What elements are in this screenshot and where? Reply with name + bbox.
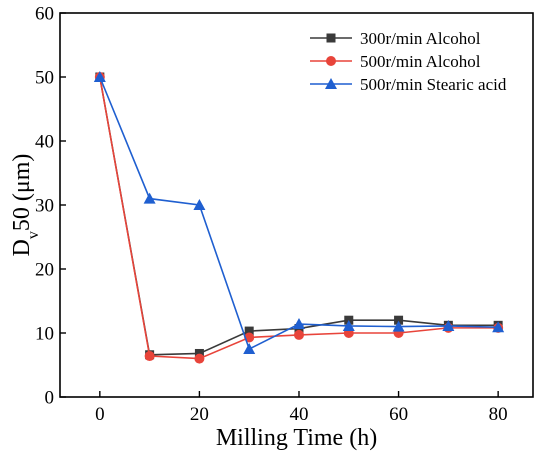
- data-point: [93, 71, 106, 82]
- x-tick-label: 40: [289, 404, 308, 425]
- y-tick-label: 50: [35, 68, 54, 89]
- data-point: [394, 315, 404, 325]
- legend-marker: [326, 56, 336, 66]
- series-3: [93, 71, 505, 354]
- legend-marker: [326, 33, 336, 43]
- x-tick-label: 0: [95, 404, 105, 425]
- data-point: [492, 321, 505, 333]
- legend-label: 500r/min Alcohol: [360, 52, 481, 71]
- series-1: [95, 72, 503, 360]
- data-point: [292, 318, 305, 330]
- data-point: [193, 199, 206, 210]
- data-point: [244, 326, 254, 336]
- x-tick-label: 60: [389, 404, 408, 425]
- y-axis-title-main: D: [9, 239, 35, 256]
- y-axis-title-sub: v: [25, 231, 42, 239]
- ticks-layer: 0 20 40 60 80 0 10 20 30 40 50 60: [35, 4, 508, 426]
- series-line: [99, 76, 499, 360]
- data-point: [342, 319, 355, 331]
- y-axis-title: Dv50 (μm): [9, 154, 42, 257]
- series-line: [99, 76, 499, 356]
- series-layer: [93, 71, 505, 364]
- y-tick-label: 0: [45, 388, 55, 409]
- legend-marker: [325, 78, 337, 89]
- y-axis-title-rest: 50 (μm): [9, 154, 35, 232]
- data-point: [293, 329, 304, 340]
- data-point: [194, 353, 205, 364]
- data-point: [243, 343, 256, 354]
- series-line: [99, 76, 499, 351]
- legend-entry: 500r/min Alcohol: [310, 52, 481, 71]
- y-tick-label: 40: [35, 132, 54, 153]
- data-point: [144, 351, 155, 362]
- data-point: [392, 320, 405, 332]
- y-tick-label: 20: [35, 260, 54, 281]
- legend: 300r/min Alcohol 500r/min Alcohol 500r/min…: [310, 29, 507, 94]
- data-point: [143, 192, 156, 204]
- y-tick-label: 30: [35, 196, 54, 217]
- legend-label: 500r/min Stearic acid: [360, 75, 507, 94]
- y-tick-label: 10: [35, 324, 54, 345]
- x-tick-label: 20: [190, 404, 209, 425]
- legend-entry: 300r/min Alcohol: [310, 29, 481, 48]
- legend-entry: 500r/min Stearic acid: [310, 75, 507, 94]
- legend-label: 300r/min Alcohol: [360, 29, 481, 48]
- x-tick-label: 80: [489, 404, 508, 425]
- x-axis-title: Milling Time (h): [216, 425, 377, 451]
- data-point: [442, 319, 455, 331]
- data-point: [194, 348, 204, 358]
- y-tick-label: 60: [35, 4, 54, 25]
